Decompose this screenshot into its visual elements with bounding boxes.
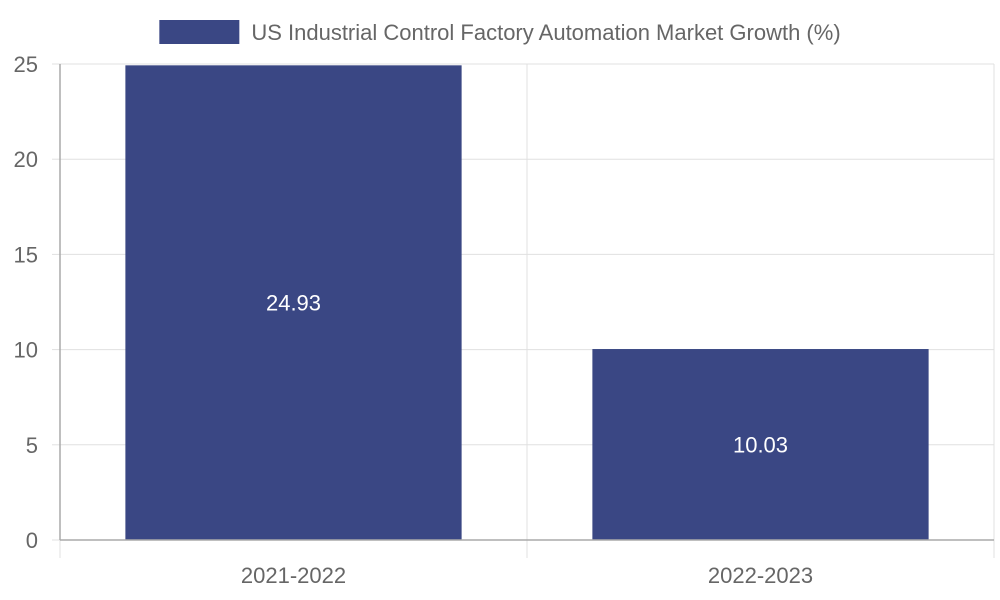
x-tick-label: 2021-2022 (241, 563, 346, 588)
axis-layer: 0 5 10 15 20 25 2021-2022 2022-2023 (14, 52, 994, 588)
y-tick-label: 10 (14, 338, 38, 363)
y-tick-label: 0 (26, 528, 38, 553)
legend[interactable]: US Industrial Control Factory Automation… (159, 20, 841, 45)
y-tick-label: 20 (14, 147, 38, 172)
bar-value-label: 24.93 (266, 291, 321, 316)
y-tick-label: 15 (14, 242, 38, 267)
y-tick-label: 25 (14, 52, 38, 77)
bar (125, 65, 462, 541)
bar-value-label: 10.03 (733, 433, 788, 458)
legend-label[interactable]: US Industrial Control Factory Automation… (251, 20, 840, 45)
y-tick-label: 5 (26, 433, 38, 458)
x-tick-label: 2022-2023 (708, 563, 813, 588)
bar (592, 349, 929, 540)
bar-layer (125, 65, 929, 541)
label-layer: 24.93 10.03 (266, 291, 788, 458)
legend-swatch[interactable] (159, 20, 240, 44)
